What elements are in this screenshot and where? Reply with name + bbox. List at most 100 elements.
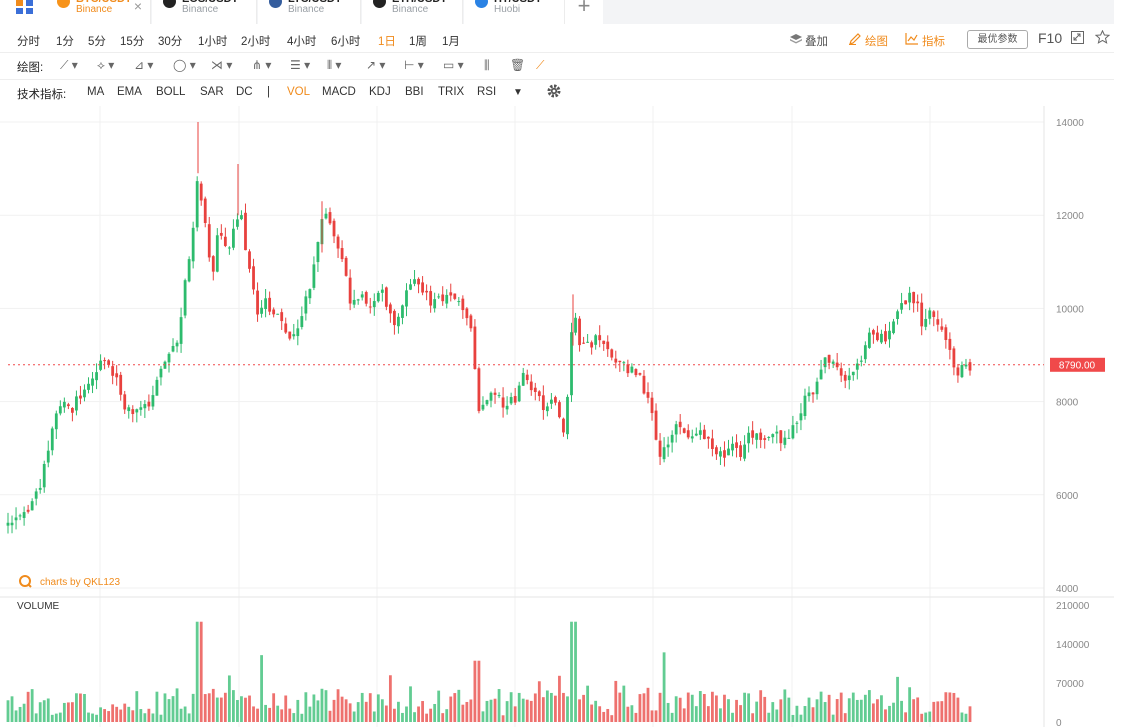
candle-body	[582, 342, 585, 344]
candle-body	[151, 395, 155, 407]
indicator-macd[interactable]: MACD	[322, 86, 356, 98]
volume-bar	[948, 692, 952, 722]
fibonacci-tool-icon[interactable]: ☰ ▾	[290, 58, 311, 72]
candle-body	[10, 522, 14, 526]
candle-body	[332, 220, 336, 237]
overlay-button[interactable]: 叠加	[790, 33, 828, 49]
candle-body	[441, 294, 445, 302]
tab-eos[interactable]: EOS/USDTBinance	[152, 0, 257, 24]
volume-bar	[783, 689, 787, 722]
indicator-boll[interactable]: BOLL	[156, 86, 186, 98]
tab-ltc[interactable]: LTC/USDTBinance	[258, 0, 361, 24]
tab-eth[interactable]: ETH/USDTBinance	[362, 0, 463, 24]
volume-bar	[670, 712, 674, 722]
candle-body	[368, 306, 372, 308]
interval-7[interactable]: 4小时	[287, 36, 317, 48]
volume-bar	[795, 705, 799, 722]
indicator-kdj[interactable]: KDJ	[369, 86, 391, 98]
tab-bar: BTC/USDTBinance×EOS/USDTBinanceLTC/USDTB…	[0, 0, 1114, 24]
plus-icon[interactable]: +	[565, 0, 603, 24]
indicator-ema[interactable]: EMA	[117, 86, 142, 98]
candle-body	[211, 256, 215, 272]
ray-tool-icon[interactable]: ⟡ ▾	[97, 58, 115, 72]
interval-9[interactable]: 1日	[378, 36, 396, 48]
volume-bar	[775, 709, 779, 722]
close-icon[interactable]: ×	[133, 0, 142, 14]
volume-bar	[288, 708, 292, 722]
candle-body	[666, 444, 670, 448]
volume-bar	[791, 714, 795, 722]
candle-body	[292, 334, 296, 337]
fullscreen-icon[interactable]	[1071, 31, 1084, 47]
candle-body	[791, 425, 795, 439]
candle-body	[461, 298, 465, 311]
volume-bar	[320, 688, 324, 722]
tab-btc[interactable]: BTC/USDTBinance ×	[46, 0, 151, 24]
optimal-params-button[interactable]: 最优参数	[967, 30, 1028, 49]
interval-8[interactable]: 6小时	[331, 36, 361, 48]
apps-grid-icon[interactable]	[0, 0, 46, 24]
tab-symbol: BTC/USDT	[76, 0, 132, 5]
interval-5[interactable]: 1小时	[198, 36, 228, 48]
candle-body	[236, 219, 239, 227]
candle-body	[928, 310, 932, 319]
candle-body	[529, 381, 533, 391]
indicator-ma[interactable]: MA	[87, 86, 105, 98]
interval-3[interactable]: 15分	[120, 36, 145, 48]
candle-body	[908, 292, 912, 303]
indicator-bbi[interactable]: BBI	[405, 86, 424, 98]
candle-body	[304, 296, 308, 314]
bars-tool-icon[interactable]: ⫼	[484, 58, 490, 72]
interval-0[interactable]: 分时	[17, 36, 40, 48]
pitchfork-tool-icon[interactable]: ⋔ ▾	[252, 58, 272, 72]
channel-tool-icon[interactable]: ⊿ ▾	[134, 58, 154, 72]
volume-bar	[900, 700, 903, 722]
indicator-sar[interactable]: SAR	[200, 86, 224, 98]
draw-button[interactable]: 绘图	[848, 33, 888, 49]
candle-body	[127, 407, 131, 412]
candle-body	[799, 413, 803, 421]
volume-tick-label: 210000	[1056, 601, 1090, 612]
measure-tool-icon[interactable]: ⊢ ▾	[404, 58, 424, 72]
volume-bar	[284, 695, 288, 722]
indicator-vol[interactable]: VOL	[287, 86, 311, 98]
volume-bar	[260, 655, 263, 722]
volume-bar	[558, 675, 561, 722]
candle-body	[252, 266, 255, 290]
volume-bar	[167, 699, 171, 722]
volume-bar	[731, 712, 734, 722]
interval-10[interactable]: 1周	[409, 36, 427, 48]
magnet-tool-icon[interactable]: ⟋	[536, 58, 545, 72]
arrow-tool-icon[interactable]: ↗ ▾	[366, 58, 386, 72]
f10-button[interactable]: F10	[1038, 30, 1063, 46]
indicator-trix[interactable]: TRIX	[438, 86, 465, 98]
trash-icon[interactable]: 🗑	[510, 58, 526, 72]
indicator-dc[interactable]: DC	[236, 86, 253, 98]
indicator-dropdown-icon[interactable]: ▼	[513, 87, 523, 98]
candle-body	[686, 430, 690, 438]
line-tool-icon[interactable]: ⟋ ▾	[60, 58, 78, 72]
candle-body	[288, 331, 292, 339]
volume-bar	[896, 676, 899, 722]
pattern-tool-icon[interactable]: ⋊ ▾	[211, 58, 233, 72]
interval-toolbar: 分时 1分 5分 15分 30分 1小时 2小时 4小时 6小时 1日 1周 1月 叠加 绘图 指标 …	[0, 28, 1114, 53]
interval-4[interactable]: 30分	[158, 36, 183, 48]
candlestick-chart[interactable]: 14000 12000 10000 8000 6000 4000 210000 140000 7…	[0, 106, 1114, 727]
star-icon[interactable]	[1094, 29, 1111, 47]
candle-body	[167, 353, 171, 363]
indicator-rsi[interactable]: RSI	[477, 86, 497, 98]
tab-ht[interactable]: HT/USDTHuobi	[464, 0, 565, 24]
gann-tool-icon[interactable]: ⫴ ▾	[327, 58, 342, 72]
shape-tool-icon[interactable]: ◯ ▾	[173, 58, 196, 72]
interval-1[interactable]: 1分	[56, 36, 74, 48]
indicator-button[interactable]: 指标	[905, 33, 945, 49]
comment-tool-icon[interactable]: ▭ ▾	[443, 58, 464, 72]
interval-11[interactable]: 1月	[442, 36, 460, 48]
gear-icon[interactable]	[546, 83, 562, 102]
interval-6[interactable]: 2小时	[241, 36, 271, 48]
candle-body	[62, 401, 66, 408]
candle-body	[376, 292, 380, 302]
interval-2[interactable]: 5分	[88, 36, 106, 48]
volume-bar	[340, 696, 344, 722]
volume-bar	[912, 699, 916, 722]
